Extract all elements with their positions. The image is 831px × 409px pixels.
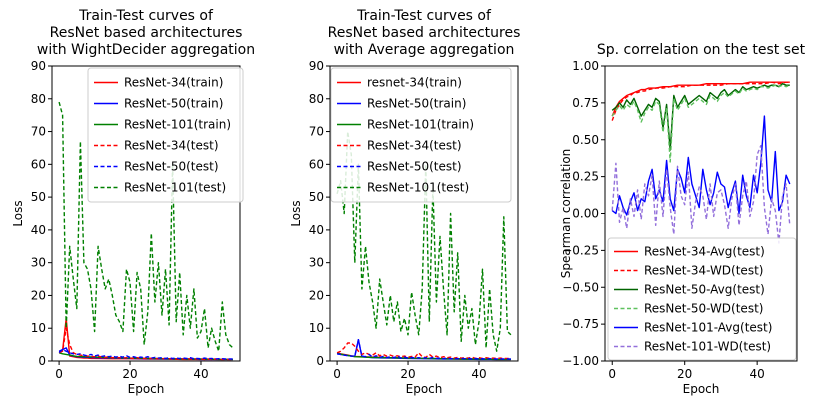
y-tick-label: −0.75 (562, 317, 599, 331)
legend: resnet-34(train) ResNet-50(train) ResNet-1… (330, 67, 512, 203)
legend-frame (607, 237, 797, 361)
y-tick-label: 0.25 (572, 170, 599, 184)
legend-frame (87, 67, 244, 203)
chart-title-line-1: Sp. correlation on the test set (597, 42, 806, 58)
x-tick-label: 40 (471, 367, 486, 381)
y-tick-label: 80 (31, 92, 46, 106)
chart-title-line-3: with Average aggregation (334, 42, 515, 58)
legend-entry: ResNet-50(train) (367, 97, 466, 111)
y-tick-label: 10 (31, 321, 46, 335)
x-tick-label: 0 (333, 367, 341, 381)
legend-entry: ResNet-50(test) (124, 160, 219, 174)
series-line-4 (58, 327, 233, 361)
plot-area (611, 81, 791, 244)
y-tick-label: 0.75 (572, 96, 599, 110)
y-tick-label: −0.25 (562, 243, 599, 257)
chart-title-line-1: Train-Test curves of (356, 8, 492, 24)
legend-entry: ResNet-101-WD(test) (644, 340, 771, 354)
y-tick-label: 70 (309, 125, 324, 139)
x-axis-label: Epoch (683, 382, 720, 396)
x-axis-label: Epoch (128, 382, 165, 396)
y-tick-label: 80 (309, 92, 324, 106)
series-line-4 (611, 84, 791, 163)
y-tick-label: 30 (31, 256, 46, 270)
y-tick-label: 90 (309, 59, 324, 73)
y-tick-label: 0 (316, 354, 324, 368)
y-tick-label: 0.00 (572, 207, 599, 221)
y-tick-label: 1.00 (572, 59, 599, 73)
x-tick-label: 20 (677, 367, 692, 381)
legend-entry: ResNet-34-Avg(test) (644, 245, 765, 259)
y-tick-label: 50 (309, 190, 324, 204)
legend-entry: ResNet-34(test) (124, 139, 219, 153)
y-tick-label: 10 (309, 321, 324, 335)
legend-entry: ResNet-34(test) (367, 139, 462, 153)
legend-entry: ResNet-101-Avg(test) (644, 321, 772, 335)
legend-entry: ResNet-101(test) (124, 181, 226, 195)
legend-entry: ResNet-50-WD(test) (644, 302, 763, 316)
y-axis-label: Spearman correlation (559, 149, 573, 279)
series-line-6 (336, 130, 512, 352)
x-tick-label: 40 (193, 367, 208, 381)
y-axis-label: Loss (289, 200, 303, 226)
y-tick-label: −1.00 (562, 354, 599, 368)
legend-entry: ResNet-101(train) (124, 118, 231, 132)
x-tick-label: 40 (750, 367, 765, 381)
legend-entry: ResNet-34(train) (124, 76, 223, 90)
x-tick-label: 20 (122, 367, 137, 381)
legend-entry: resnet-34(train) (367, 76, 462, 90)
series-line-6 (58, 101, 234, 352)
y-tick-label: 70 (31, 125, 46, 139)
legend-entry: ResNet-34-WD(test) (644, 264, 763, 278)
chart-title-line-2: ResNet based architectures (328, 25, 521, 41)
x-tick-label: 0 (55, 367, 63, 381)
chart-title-line-1: Train-Test curves of (78, 8, 214, 24)
y-tick-label: 20 (31, 288, 46, 302)
y-tick-label: 40 (309, 223, 324, 237)
series-line-1 (611, 81, 790, 117)
y-tick-label: 30 (309, 256, 324, 270)
y-tick-label: 50 (31, 190, 46, 204)
series-line-5 (611, 115, 791, 216)
y-tick-label: 60 (31, 157, 46, 171)
chart-title-line-3: with WightDecider aggregation (37, 42, 255, 58)
y-tick-label: 40 (31, 223, 46, 237)
series-line-2 (611, 81, 790, 121)
axes-frame (51, 65, 241, 362)
legend-entry: ResNet-50(test) (367, 160, 462, 174)
x-tick-label: 20 (400, 367, 415, 381)
y-tick-label: 60 (309, 157, 324, 171)
y-tick-label: −0.50 (562, 280, 599, 294)
legend-entry: ResNet-50-Avg(test) (644, 283, 765, 297)
legend-entry: ResNet-50(train) (124, 97, 223, 111)
chart-panel-3: Sp. correlation on the test set 0 20 40 −1.0… (559, 42, 806, 396)
legend: ResNet-34-Avg(test) ResNet-34-WD(test) Res… (607, 237, 797, 361)
series-line-6 (611, 144, 791, 244)
series-line-5 (58, 348, 233, 360)
plot-area (58, 101, 234, 361)
y-axis-label: Loss (11, 200, 25, 226)
chart-title-line-2: ResNet based architectures (50, 25, 243, 41)
x-tick-label: 0 (608, 367, 616, 381)
legend: ResNet-34(train) ResNet-50(train) ResNet-1… (87, 67, 244, 203)
x-axis-label: Epoch (406, 382, 443, 396)
legend-entry: ResNet-101(train) (367, 118, 474, 132)
axes-frame (329, 65, 519, 362)
y-tick-label: 90 (31, 59, 46, 73)
legend-entry: ResNet-101(test) (367, 181, 469, 195)
y-tick-label: 20 (309, 288, 324, 302)
y-tick-label: 0 (38, 354, 46, 368)
series-line-5 (336, 339, 511, 360)
plot-area (336, 130, 512, 361)
legend-frame (330, 67, 512, 203)
y-tick-label: 0.50 (572, 133, 599, 147)
